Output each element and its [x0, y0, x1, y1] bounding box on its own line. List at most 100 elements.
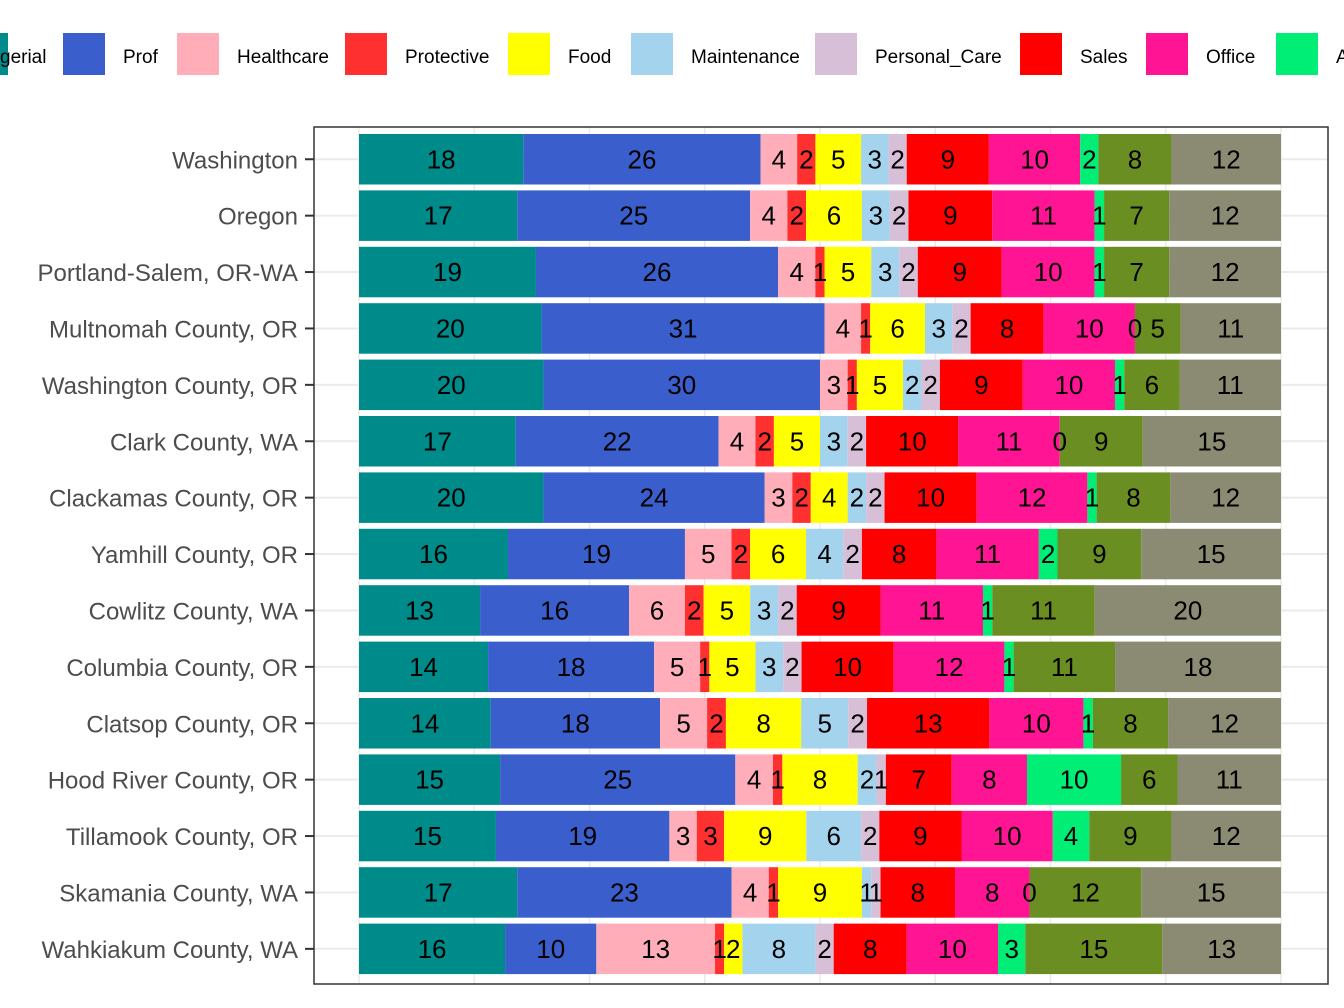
segment-value-label: 4 — [772, 144, 786, 174]
bar-segment — [654, 641, 701, 693]
segment-value-label: 16 — [540, 595, 569, 625]
segment-value-label: 11 — [1030, 595, 1057, 625]
bar-segment — [810, 472, 848, 523]
segment-value-label: 8 — [756, 708, 770, 738]
segment-value-label: 5 — [790, 426, 804, 456]
segment-value-label: 2 — [789, 201, 803, 231]
segment-value-label: 31 — [669, 313, 698, 343]
bar-segment — [515, 416, 719, 467]
segment-value-label: 0 — [1128, 313, 1142, 343]
bar-segment — [1142, 416, 1281, 467]
segment-value-label: 14 — [409, 652, 438, 682]
bar-segment — [921, 359, 940, 411]
segment-value-label: 2 — [850, 483, 864, 513]
segment-value-label: 2 — [850, 708, 864, 738]
bar-segment — [1094, 585, 1281, 636]
segment-value-label: 10 — [1060, 765, 1089, 795]
segment-value-label: 11 — [974, 539, 1001, 569]
y-tick-label: Hood River County, OR — [48, 768, 298, 795]
bar-segment — [939, 359, 1023, 411]
bar-segment — [718, 416, 756, 467]
segment-value-label: 0 — [1052, 426, 1066, 456]
segment-value-label: 1 — [1112, 370, 1126, 400]
bar-segment — [1170, 472, 1281, 523]
bar-segment — [543, 359, 820, 411]
bar-segment — [1169, 246, 1281, 298]
bar-segment — [1169, 190, 1281, 241]
y-axis: Washington Oregon Portland-Salem, OR-WA Mul… — [37, 147, 314, 964]
bar-segment — [1087, 472, 1097, 523]
bar-segment — [660, 698, 708, 749]
segment-value-label: 11 — [1217, 313, 1244, 343]
legend-label: Personal_Care — [875, 47, 1002, 68]
segment-value-label: 1 — [874, 765, 888, 795]
segment-value-label: 18 — [1184, 652, 1213, 682]
bar-segment — [1115, 641, 1281, 693]
segment-value-label: 2 — [860, 765, 874, 795]
bar-segment — [992, 585, 1095, 636]
bar-segment — [1168, 698, 1281, 749]
bar-segment — [1013, 641, 1116, 693]
segment-value-label: 5 — [720, 595, 734, 625]
bar-segment — [764, 472, 793, 523]
bar-segment — [833, 923, 907, 975]
segment-value-label: 26 — [643, 257, 672, 287]
bar-segment — [359, 923, 506, 975]
segment-value-label: 20 — [437, 483, 466, 513]
segment-value-label: 19 — [568, 821, 597, 851]
segment-value-label: 5 — [817, 708, 831, 738]
bar-segment — [782, 754, 858, 805]
bar-segment — [684, 528, 732, 580]
bar-segment — [1004, 641, 1014, 693]
segment-value-label: 2 — [757, 426, 771, 456]
segment-value-label: 17 — [424, 877, 453, 907]
legend-key — [177, 33, 219, 75]
segment-value-label: 1 — [1002, 652, 1016, 682]
y-tick-label: Skamania County, WA — [59, 880, 298, 907]
bar-segment — [359, 472, 544, 523]
segment-value-label: 1 — [770, 765, 784, 795]
bar-segment — [1141, 528, 1281, 580]
bar-segment — [952, 303, 971, 354]
segment-value-label: 17 — [424, 201, 453, 231]
segment-value-label: 15 — [1079, 934, 1108, 964]
plot-border — [313, 126, 1329, 985]
segment-value-label: 6 — [1145, 370, 1159, 400]
bar-segment — [359, 416, 516, 467]
segment-value-label: 3 — [931, 313, 945, 343]
legend-key — [1020, 33, 1062, 75]
segment-value-label: 9 — [831, 595, 845, 625]
bar-segment — [1025, 923, 1163, 975]
bar-segment — [976, 472, 1088, 523]
segment-value-label: 20 — [437, 370, 466, 400]
bar-segment — [899, 246, 918, 298]
segment-value-label: 3 — [676, 821, 690, 851]
bar-segment — [543, 472, 765, 523]
bar-segment — [772, 754, 783, 805]
segment-value-label: 6 — [771, 539, 785, 569]
segment-value-label: 14 — [410, 708, 439, 738]
bar-segment — [755, 641, 784, 693]
bar-segment — [815, 923, 834, 975]
segment-value-label: 15 — [1197, 877, 1226, 907]
segment-value-label: 10 — [1034, 257, 1063, 287]
bar-segment — [871, 867, 881, 918]
bar-segment — [1104, 190, 1170, 241]
bar-segment — [1115, 359, 1125, 411]
segment-value-label: 13 — [914, 708, 943, 738]
segment-value-label: 1 — [712, 934, 726, 964]
bar-segment — [847, 416, 867, 467]
segment-value-label: 2 — [709, 708, 723, 738]
segment-value-label: 19 — [433, 257, 462, 287]
segment-value-label: 10 — [916, 483, 945, 513]
bar-segment — [797, 134, 816, 185]
bar-segment — [517, 867, 732, 918]
segment-value-label: 2 — [850, 426, 864, 456]
bar-segment — [778, 246, 816, 298]
segment-value-label: 6 — [1142, 765, 1156, 795]
bar-segment — [1094, 190, 1105, 241]
bar-segment — [1171, 810, 1281, 862]
segment-value-label: 17 — [423, 426, 452, 456]
segment-value-label: 9 — [974, 370, 988, 400]
segment-value-label: 4 — [762, 201, 776, 231]
